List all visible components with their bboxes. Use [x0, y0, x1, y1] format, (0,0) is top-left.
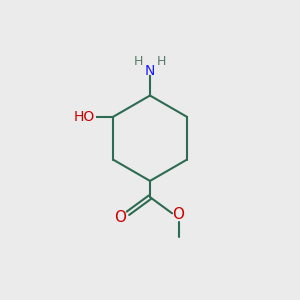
Text: O: O: [172, 207, 184, 222]
Text: O: O: [114, 210, 126, 225]
Text: HO: HO: [74, 110, 95, 124]
Text: H: H: [134, 55, 143, 68]
Text: H: H: [157, 55, 166, 68]
Text: N: N: [145, 64, 155, 78]
